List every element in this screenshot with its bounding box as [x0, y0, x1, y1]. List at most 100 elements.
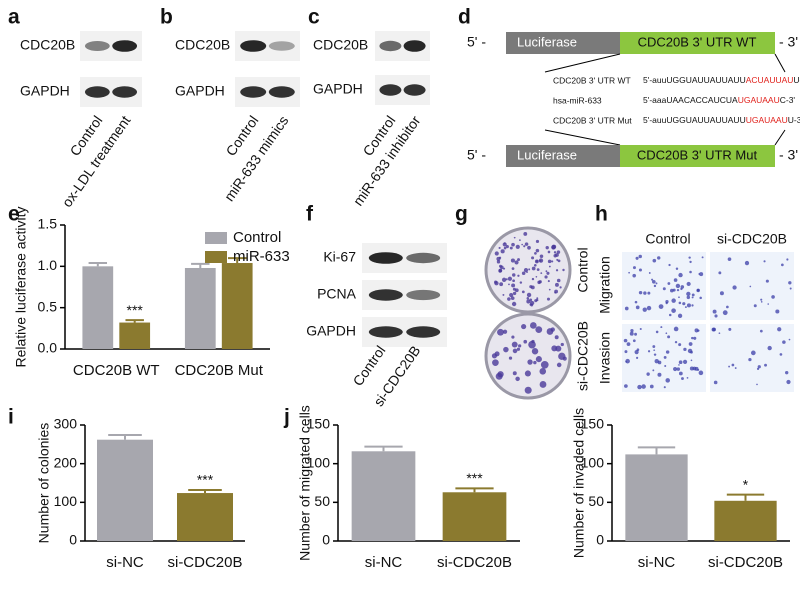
- colony: [495, 372, 503, 380]
- x-tick-label: CDC20B WT: [73, 362, 160, 379]
- panel-letter: g: [455, 203, 468, 226]
- cell: [641, 384, 646, 389]
- seq-part: C-3': [780, 95, 796, 105]
- bar: [177, 493, 233, 541]
- cell: [748, 357, 752, 362]
- error-bar: [227, 257, 247, 264]
- cell: [726, 305, 729, 309]
- cell: [663, 355, 667, 359]
- panel-letter: c: [308, 6, 320, 29]
- row-label: Migration: [597, 256, 613, 314]
- colony: [496, 260, 501, 264]
- colony: [512, 348, 518, 354]
- colony: [548, 265, 551, 268]
- colony: [512, 291, 517, 296]
- cell: [689, 260, 692, 264]
- cell: [765, 279, 769, 283]
- panel-letter: d: [458, 6, 471, 29]
- cell: [678, 360, 683, 365]
- cell: [697, 329, 700, 332]
- cell: [672, 288, 676, 292]
- cell: [657, 360, 662, 365]
- colony: [555, 253, 559, 257]
- colony: [533, 360, 537, 365]
- colony: [531, 277, 535, 281]
- colony: [507, 276, 513, 281]
- cell: [689, 366, 694, 371]
- utr-label: CDC20B 3' UTR WT: [638, 34, 757, 49]
- cell: [718, 271, 722, 275]
- error-bar: [637, 446, 676, 455]
- cell: [763, 260, 766, 263]
- panel-letter: h: [595, 203, 608, 226]
- colony: [523, 339, 528, 344]
- cell: [686, 303, 691, 308]
- three-prime: - 3': [779, 34, 798, 50]
- column-label: Control: [645, 231, 690, 247]
- cell: [638, 268, 642, 272]
- colony: [529, 298, 533, 302]
- blot-band: [406, 326, 441, 338]
- cell: [634, 300, 638, 304]
- cell: [663, 386, 666, 389]
- cell: [788, 338, 791, 341]
- cell: [691, 293, 695, 297]
- colony: [547, 259, 552, 264]
- cell: [673, 278, 678, 282]
- blot-band: [379, 40, 402, 52]
- colony: [518, 344, 522, 348]
- seq: 5'-auuUGGUAUUAUUAUUACUAUUAUU-3': [643, 75, 800, 85]
- legend-swatch: [205, 232, 227, 244]
- cell: [786, 379, 791, 385]
- colony: [492, 359, 499, 366]
- colony: [548, 288, 551, 291]
- cell: [782, 340, 786, 344]
- column-label: si-CDC20B: [717, 231, 787, 247]
- colony: [547, 280, 550, 283]
- colony: [540, 272, 543, 275]
- legend-label: miR-633: [233, 248, 290, 265]
- cell: [728, 365, 731, 368]
- colony: [524, 386, 532, 394]
- cell: [750, 350, 756, 356]
- colony: [550, 327, 555, 332]
- colony: [533, 263, 537, 267]
- blot-row-label: GAPDH: [313, 81, 363, 97]
- cell: [674, 340, 678, 344]
- cell: [664, 364, 667, 367]
- blot-band: [368, 289, 403, 301]
- cell: [657, 256, 661, 260]
- cell: [693, 336, 697, 340]
- cell: [626, 342, 631, 347]
- cell: [732, 285, 737, 290]
- cell: [681, 377, 684, 380]
- cell: [779, 353, 783, 356]
- utr-box: [620, 145, 775, 167]
- connector: [774, 53, 786, 73]
- y-tick-label: 150: [581, 416, 605, 432]
- cell: [713, 380, 718, 385]
- colony: [502, 293, 505, 296]
- y-tick-label: 100: [581, 454, 605, 470]
- colony: [509, 292, 514, 298]
- colony: [498, 269, 502, 273]
- cell: [759, 329, 763, 333]
- colony: [498, 256, 502, 260]
- bar: [221, 263, 253, 349]
- cell: [642, 307, 647, 312]
- colony: [547, 250, 551, 254]
- cell: [665, 302, 668, 305]
- cell: [647, 291, 651, 295]
- cell: [781, 263, 784, 267]
- panel-letter: a: [8, 6, 20, 29]
- cell: [684, 306, 687, 309]
- blot-band: [406, 289, 441, 301]
- blot-row-label: GAPDH: [20, 83, 70, 99]
- blot-band: [368, 252, 403, 264]
- cell: [637, 384, 642, 390]
- colony: [546, 297, 550, 301]
- cell: [731, 363, 735, 367]
- blot-band: [268, 41, 295, 51]
- x-tick-label: si-NC: [638, 554, 676, 571]
- cell: [665, 350, 670, 354]
